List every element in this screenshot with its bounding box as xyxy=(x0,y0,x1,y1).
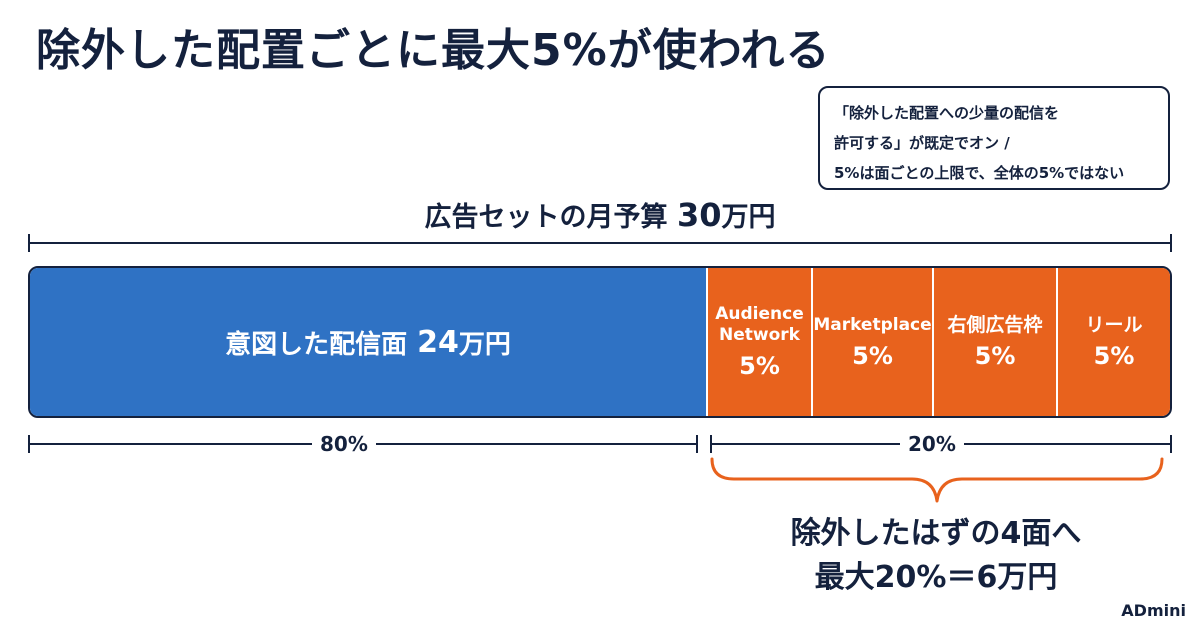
note-line-2: 許可する」が既定でオン / xyxy=(834,134,1010,152)
result-line-1: 除外したはずの4面へ xyxy=(790,516,1082,551)
note-line-3: 5%は面ごとの上限で、全体の5%ではない xyxy=(834,164,1125,182)
segment-intended-unit: 万円 xyxy=(458,329,511,360)
share-right-label: 20% xyxy=(900,432,964,456)
note-line-1: 「除外した配置への少量の配信を xyxy=(834,104,1060,122)
share-right-tick-right xyxy=(1170,435,1172,453)
share-left-label: 80% xyxy=(312,432,376,456)
segment-right-column: 右側広告枠 5% xyxy=(932,268,1056,416)
budget-label: 広告セットの月予算 30万円 xyxy=(0,195,1200,234)
segment-marketplace: Marketplace 5% xyxy=(811,268,932,416)
segment-label: 右側広告枠 xyxy=(947,313,1043,336)
segment-label: Network xyxy=(719,325,800,345)
segment-intended-amount: 24 xyxy=(417,324,459,360)
page-title: 除外した配置ごとに最大5%が使われる xyxy=(36,25,831,76)
segment-label: Marketplace xyxy=(813,314,932,335)
segment-percent: 5% xyxy=(852,341,893,370)
brand-logo-text: ADmini xyxy=(1121,601,1186,620)
budget-label-prefix: 広告セットの月予算 xyxy=(424,202,677,233)
result-text: 除外したはずの4面へ 最大20%＝6万円 xyxy=(700,512,1172,600)
share-left-tick-left xyxy=(28,435,30,453)
budget-amount: 30 xyxy=(676,196,722,234)
segment-percent: 5% xyxy=(739,352,780,380)
segment-percent: 5% xyxy=(974,341,1016,370)
segment-audience-network: Audience Network 5% xyxy=(706,268,811,416)
segment-intended-label: 意図した配信面 xyxy=(225,329,408,360)
budget-dimension-tick-left xyxy=(28,234,30,252)
segment-intended: 意図した配信面 24 万円 xyxy=(30,268,706,416)
note-box: 「除外した配置への少量の配信を 許可する」が既定でオン / 5%は面ごとの上限で… xyxy=(818,86,1170,190)
budget-dimension-tick-right xyxy=(1170,234,1172,252)
segment-percent: 5% xyxy=(1093,341,1135,370)
segment-reels: リール 5% xyxy=(1056,268,1170,416)
segment-label: リール xyxy=(1085,313,1143,336)
segment-label: Audience xyxy=(715,304,804,324)
curly-brace xyxy=(710,457,1164,503)
budget-dimension-line xyxy=(28,242,1172,244)
share-right-tick-left xyxy=(710,435,712,453)
result-line-2: 最大20%＝6万円 xyxy=(814,560,1058,595)
budget-bar: 意図した配信面 24 万円 Audience Network 5% Marketpl… xyxy=(28,266,1172,418)
budget-unit: 万円 xyxy=(721,202,776,233)
share-left-tick-right xyxy=(696,435,698,453)
